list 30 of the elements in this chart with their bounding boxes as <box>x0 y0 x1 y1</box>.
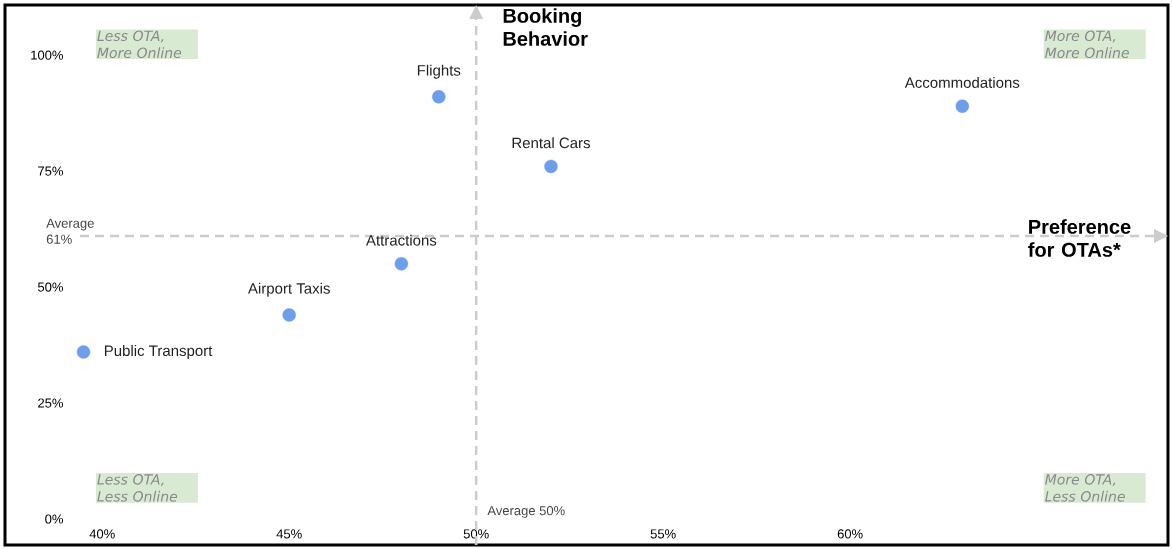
y-tick-label: 25% <box>38 398 64 408</box>
ref-line-label: Average 50% <box>487 506 565 518</box>
y-axis-title: Booking Behavior <box>503 8 588 46</box>
ref-line-label: Average 61% <box>46 218 94 244</box>
y-tick-label: 100% <box>31 50 64 60</box>
point <box>76 345 91 359</box>
annotation: Public Transport <box>104 345 213 359</box>
point <box>432 90 446 104</box>
point <box>544 159 558 174</box>
point <box>394 257 409 271</box>
annotation: More OTA, More Online <box>1045 30 1129 59</box>
x-axis-title: Preference for OTAs* <box>1028 219 1131 257</box>
annotation: Attractions <box>365 234 437 246</box>
point <box>955 99 970 113</box>
annotation: Less OTA, More Online <box>97 30 182 59</box>
y-tick-label: 50% <box>37 282 64 292</box>
x-tick-label: 60% <box>837 529 863 539</box>
annotation: Accommodations <box>904 76 1020 88</box>
x-tick-label: 45% <box>276 529 302 539</box>
annotation: Rental Cars <box>512 137 590 149</box>
x-tick-label: 55% <box>650 529 676 539</box>
annotation: More OTA, Less Online <box>1045 474 1125 502</box>
point <box>282 308 296 322</box>
y-tick-label: 0% <box>45 514 64 524</box>
y-tick-label: 75% <box>38 166 64 176</box>
annotation: Flights <box>417 64 461 79</box>
x-tick-label: 40% <box>89 529 115 539</box>
x-tick-label: 50% <box>463 529 489 539</box>
annotation: Less OTA, Less Online <box>97 474 178 502</box>
annotation: Airport Taxis <box>247 282 330 297</box>
